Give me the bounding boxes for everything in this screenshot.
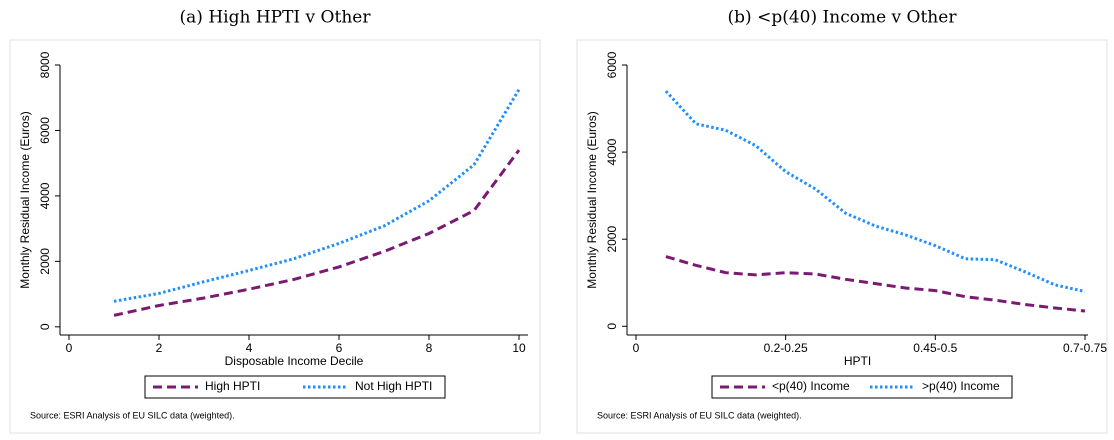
legend-label: >p(40) Income (922, 379, 1000, 393)
panel-frame (9, 39, 541, 434)
legend-label: Not High HPTI (355, 379, 432, 393)
chart-panel: (b) <p(40) Income v Other 0 2000 4000 6000 0 0… (576, 8, 1108, 434)
y-tick-label: 0 (605, 323, 619, 330)
y-tick-label: 4000 (605, 138, 619, 165)
panel-frame (576, 39, 1108, 434)
x-tick-label: 8 (426, 341, 433, 355)
x-tick-label: 0 (633, 341, 640, 355)
x-tick-label: 4 (246, 341, 253, 355)
source-note: Source: ESRI Analysis of EU SILC data (w… (30, 410, 235, 420)
x-axis-title: HPTI (844, 354, 871, 368)
chart-title: (b) <p(40) Income v Other (728, 8, 958, 28)
y-tick-label: 4000 (38, 182, 52, 209)
x-tick-label: 6 (336, 341, 343, 355)
x-tick-label: 0.7-0.75 (1063, 341, 1107, 355)
legend-box (144, 375, 446, 399)
series-line (665, 255, 1086, 313)
y-tick-label: 6000 (38, 117, 52, 144)
x-tick-label: 10 (512, 341, 526, 355)
y-tick-label: 8000 (38, 51, 52, 78)
source-note: Source: ESRI Analysis of EU SILC data (w… (597, 410, 802, 420)
y-tick-label: 2000 (605, 226, 619, 253)
legend-box (711, 375, 1013, 399)
y-axis-title: Monthly Residual Income (Euros) (18, 111, 32, 288)
x-tick-label: 0 (66, 341, 73, 355)
x-tick-label: 0.45-0.5 (913, 341, 957, 355)
legend-label: High HPTI (205, 379, 260, 393)
y-tick-label: 2000 (38, 248, 52, 275)
y-tick-label: 0 (38, 323, 52, 330)
y-tick-label: 6000 (605, 51, 619, 78)
x-tick-label: 0.2-0.25 (764, 341, 808, 355)
chart-panel: (a) High HPTI v Other 0 2000 4000 6000 8000 0 2… (9, 8, 541, 434)
series-line (113, 88, 521, 303)
series-line (664, 90, 1086, 293)
chart-title: (a) High HPTI v Other (180, 8, 372, 28)
x-tick-label: 2 (156, 341, 163, 355)
series-line (113, 149, 521, 317)
y-axis-title: Monthly Residual Income (Euros) (585, 111, 599, 288)
x-axis-title: Disposable Income Decile (225, 354, 364, 368)
legend-label: <p(40) Income (772, 379, 850, 393)
